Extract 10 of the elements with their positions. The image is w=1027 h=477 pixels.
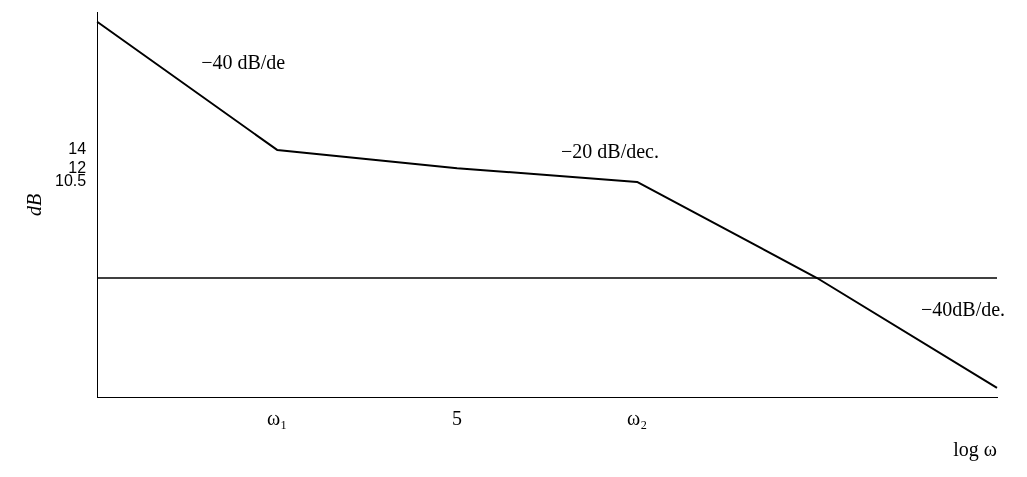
annotation: −40 dB/de — [201, 51, 286, 74]
x-tick-label: 5 — [452, 407, 463, 430]
y-axis-title: dB — [23, 193, 46, 216]
y-tick-label: 14 — [68, 140, 87, 158]
annotation: −40dB/de. — [921, 298, 1006, 321]
x-tick-label: ω₂ — [626, 407, 648, 430]
annotation: −20 dB/dec. — [561, 140, 660, 163]
x-tick-label: ω₁ — [267, 407, 288, 430]
x-axis-title: log ω — [953, 438, 997, 462]
y-tick-label: 10.5 — [55, 172, 87, 190]
